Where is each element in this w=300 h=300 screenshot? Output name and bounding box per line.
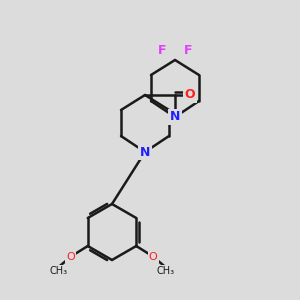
Text: F: F [184, 44, 192, 58]
Text: N: N [170, 110, 180, 124]
Text: O: O [149, 252, 158, 262]
Text: O: O [66, 252, 75, 262]
Text: CH₃: CH₃ [50, 266, 68, 276]
Text: CH₃: CH₃ [156, 266, 174, 276]
Text: N: N [170, 110, 180, 124]
Text: N: N [140, 146, 150, 158]
Text: F: F [158, 44, 166, 58]
Text: O: O [185, 88, 195, 101]
